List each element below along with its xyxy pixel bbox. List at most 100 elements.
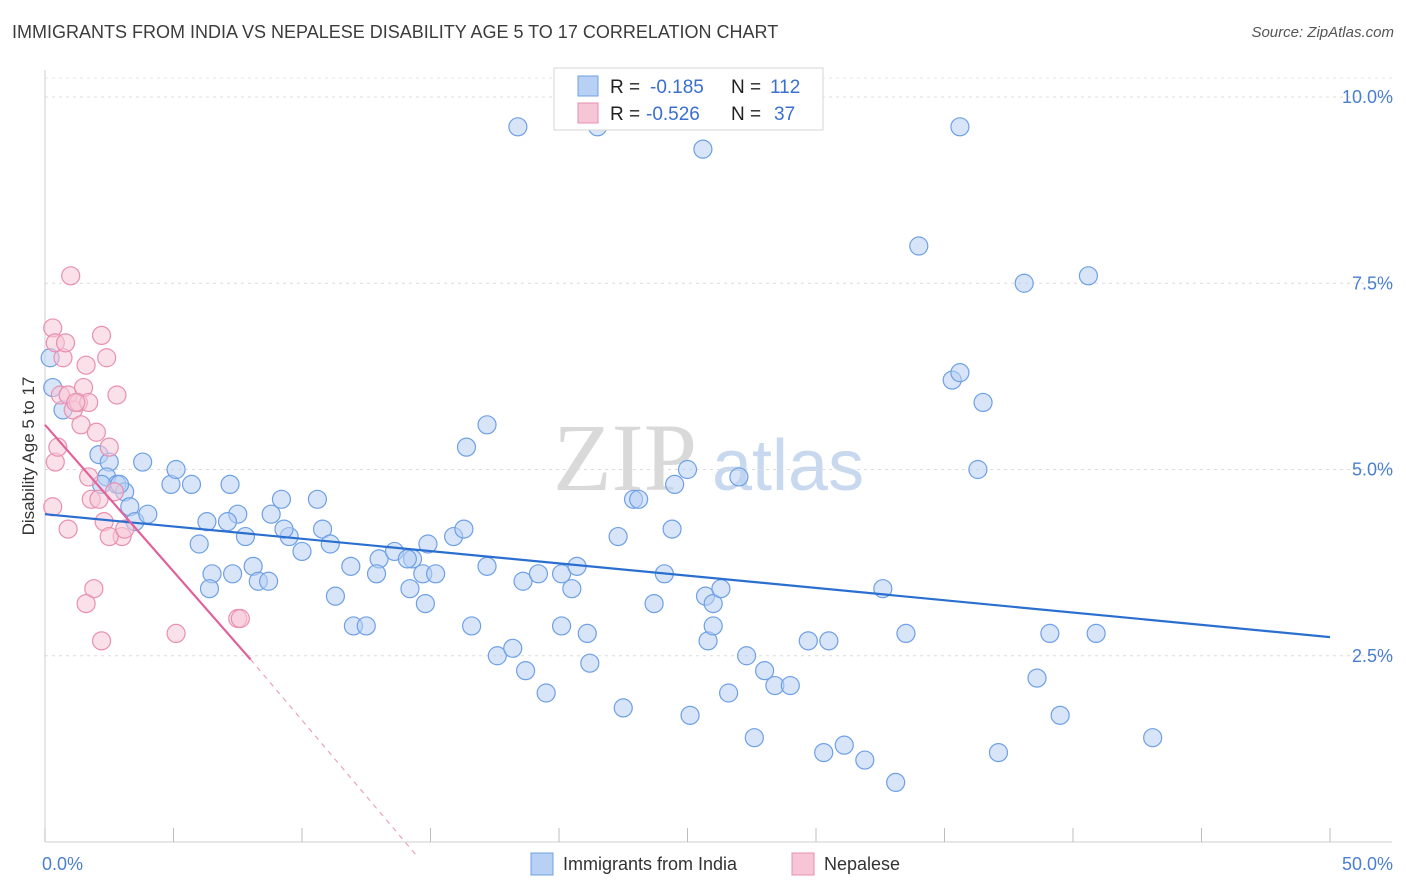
point-india bbox=[780, 675, 800, 696]
point-india bbox=[454, 519, 474, 539]
point-india bbox=[197, 512, 217, 532]
point-nepalese bbox=[91, 325, 112, 345]
point-india bbox=[426, 564, 446, 584]
point-india bbox=[400, 579, 420, 599]
point-india bbox=[693, 139, 713, 159]
point-india bbox=[477, 415, 497, 435]
points-immigrants-from-india bbox=[40, 117, 1163, 793]
point-india bbox=[819, 631, 839, 651]
x-ticks bbox=[44, 828, 1331, 842]
point-india bbox=[513, 571, 533, 591]
point-nepalese bbox=[66, 392, 86, 413]
legend-r-value-nepalese: -0.526 bbox=[646, 104, 700, 125]
point-india bbox=[418, 534, 438, 554]
point-india bbox=[261, 504, 281, 524]
point-nepalese bbox=[61, 266, 81, 286]
legend-n-label-india: N = bbox=[731, 77, 761, 98]
point-india bbox=[1086, 623, 1106, 644]
y-tick-labels: 2.5% 5.0% 7.5% 10.0% bbox=[1342, 87, 1393, 666]
point-nepalese bbox=[89, 489, 109, 509]
point-india bbox=[886, 772, 906, 793]
point-nepalese bbox=[71, 415, 91, 435]
point-india bbox=[988, 742, 1009, 763]
point-india bbox=[217, 512, 238, 532]
point-india bbox=[487, 646, 507, 666]
point-india bbox=[271, 489, 292, 509]
point-india bbox=[223, 564, 243, 584]
point-india bbox=[258, 571, 279, 591]
trendlines bbox=[44, 424, 1331, 858]
point-india bbox=[855, 750, 875, 770]
y-tick-label: 7.5% bbox=[1352, 273, 1393, 293]
legend-swatch-nepalese bbox=[577, 102, 599, 124]
point-nepalese bbox=[58, 519, 78, 539]
point-india bbox=[341, 556, 361, 576]
y-tick-label: 10.0% bbox=[1342, 87, 1393, 107]
y-tick-label: 2.5% bbox=[1352, 646, 1393, 666]
point-india bbox=[220, 474, 240, 494]
point-india bbox=[729, 467, 749, 487]
point-india bbox=[1040, 623, 1060, 644]
point-india bbox=[703, 593, 723, 614]
point-india bbox=[199, 579, 220, 599]
point-india bbox=[798, 631, 818, 651]
point-india bbox=[814, 742, 834, 763]
bottom-legend-swatch-nepalese bbox=[791, 852, 815, 876]
bottom-legend-label-india: Immigrants from India bbox=[563, 854, 738, 874]
point-nepalese bbox=[115, 519, 135, 539]
point-nepalese bbox=[91, 631, 112, 651]
bottom-legend-swatch-india bbox=[530, 852, 554, 876]
point-nepalese bbox=[230, 608, 250, 629]
point-india bbox=[133, 452, 153, 472]
y-tick-label: 5.0% bbox=[1352, 460, 1393, 480]
point-nepalese bbox=[107, 385, 127, 405]
point-nepalese bbox=[86, 422, 107, 442]
point-india bbox=[1014, 273, 1034, 293]
point-india bbox=[909, 236, 929, 256]
trendline-nepalese bbox=[44, 424, 252, 661]
point-india bbox=[1050, 705, 1070, 725]
point-india bbox=[580, 653, 600, 673]
point-india bbox=[896, 623, 916, 644]
trendline-nepalese-extension bbox=[250, 659, 419, 858]
point-india bbox=[665, 474, 685, 494]
watermark: ZIP atlas bbox=[553, 404, 864, 511]
point-india bbox=[562, 579, 582, 599]
point-india bbox=[834, 735, 854, 755]
point-india bbox=[189, 534, 209, 554]
point-nepalese bbox=[43, 497, 63, 517]
point-nepalese bbox=[84, 579, 104, 599]
legend-box: R = -0.185 N = 112 R = -0.526 N = 37 bbox=[553, 67, 824, 131]
chart-source: Source: ZipAtlas.com bbox=[1251, 24, 1394, 41]
legend-r-value-india: -0.185 bbox=[650, 77, 704, 98]
point-india bbox=[536, 683, 556, 703]
point-india bbox=[950, 117, 970, 137]
point-india bbox=[456, 437, 477, 457]
axes bbox=[44, 70, 1392, 843]
point-india bbox=[235, 526, 256, 547]
point-india bbox=[307, 489, 328, 509]
point-india bbox=[462, 616, 482, 636]
point-india bbox=[508, 117, 528, 137]
x-tick-label-min: 0.0% bbox=[42, 854, 83, 874]
chart-title: IMMIGRANTS FROM INDIA VS NEPALESE DISABI… bbox=[12, 22, 779, 42]
point-india bbox=[181, 474, 202, 494]
point-india bbox=[366, 564, 387, 584]
point-india bbox=[629, 489, 649, 509]
point-india bbox=[551, 616, 572, 636]
point-india bbox=[503, 638, 523, 658]
point-india bbox=[415, 593, 435, 614]
point-india bbox=[1027, 668, 1047, 688]
point-nepalese bbox=[76, 593, 96, 614]
point-india bbox=[662, 519, 682, 539]
point-nepalese bbox=[166, 623, 186, 644]
legend-n-value-nepalese: 37 bbox=[774, 104, 795, 125]
point-nepalese bbox=[99, 437, 119, 457]
legend-frame bbox=[553, 67, 824, 131]
point-india bbox=[703, 616, 723, 636]
point-india bbox=[397, 549, 417, 569]
point-india bbox=[577, 623, 597, 644]
point-india bbox=[613, 698, 633, 718]
point-india bbox=[1143, 728, 1163, 748]
